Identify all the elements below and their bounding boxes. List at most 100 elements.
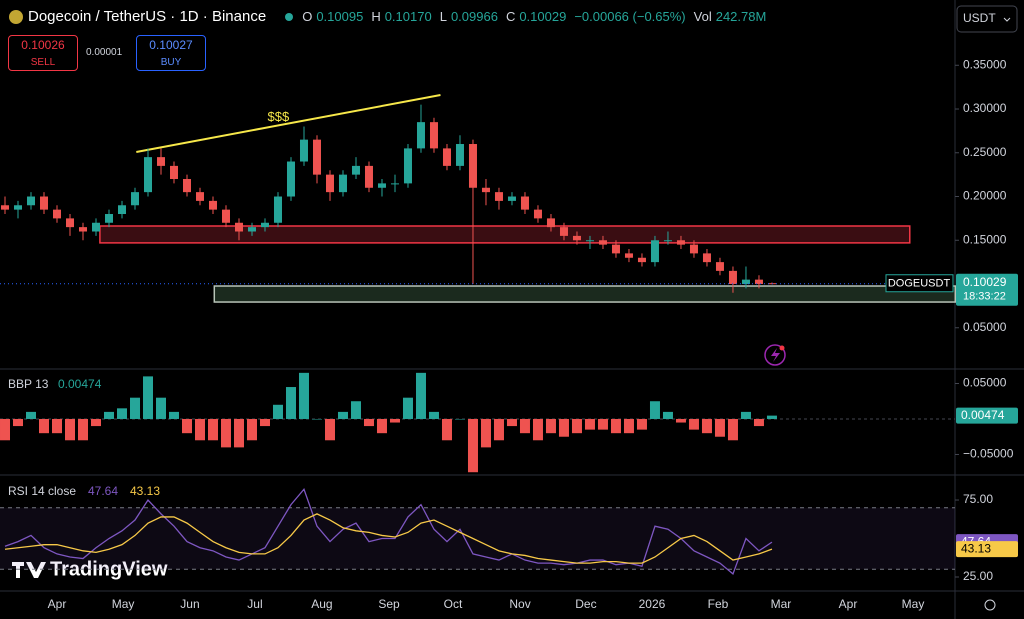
candle-body xyxy=(676,240,685,245)
candle-body xyxy=(312,139,321,175)
bar xyxy=(350,401,361,419)
status-dot xyxy=(285,12,294,21)
price-tag: 0.10029 xyxy=(963,275,1007,289)
x-tick-label: Mar xyxy=(771,597,792,611)
candle-body xyxy=(156,157,165,166)
candle-body xyxy=(572,235,581,241)
candle-body xyxy=(598,240,607,245)
bar xyxy=(454,418,465,420)
bar xyxy=(558,418,569,437)
value-tag: 0.00474 xyxy=(961,408,1005,422)
ohlc-key: H xyxy=(371,9,381,24)
candle-body xyxy=(79,227,88,232)
bar xyxy=(259,418,270,427)
logo-text: TradingView xyxy=(50,558,168,580)
currency-text: USDT xyxy=(963,11,996,25)
candle-body xyxy=(715,262,724,271)
bar xyxy=(610,418,621,434)
sell-price: 0.10026 xyxy=(21,38,65,52)
currency-select[interactable] xyxy=(956,5,1018,33)
trendline-label: $$$ xyxy=(268,109,290,124)
candle-body xyxy=(403,148,412,184)
bar xyxy=(376,418,387,434)
candle-body xyxy=(741,279,750,285)
bar xyxy=(272,404,283,419)
candle-body xyxy=(66,218,75,228)
ohlc-key: L xyxy=(439,9,447,24)
bar xyxy=(65,418,76,441)
ohlc-value: 0.10095 xyxy=(316,9,364,24)
x-tick-label: Aug xyxy=(311,597,332,611)
candle-body xyxy=(325,174,334,193)
candle-body xyxy=(637,257,646,263)
bar xyxy=(480,418,491,448)
bar xyxy=(506,418,517,427)
candle-body xyxy=(429,122,438,149)
ohlc-key: C xyxy=(505,9,516,24)
candle-body xyxy=(27,196,36,206)
settings-icon[interactable] xyxy=(984,599,996,611)
candle-body xyxy=(104,214,113,223)
candle-body xyxy=(416,122,425,149)
bar xyxy=(207,418,218,441)
candle-body xyxy=(611,244,620,254)
symbol-tag: DOGEUSDT xyxy=(888,278,951,290)
symbol: Dogecoin / TetherUS · 1D · Binance xyxy=(28,8,267,25)
x-tick-label: May xyxy=(902,597,925,611)
candle-body xyxy=(364,165,373,188)
bar xyxy=(766,415,777,419)
y-tick-label: 0.05000 xyxy=(963,320,1007,334)
x-tick-label: Apr xyxy=(48,597,67,611)
bar xyxy=(13,418,24,427)
bar xyxy=(402,397,413,419)
y-tick-label: 0.20000 xyxy=(963,189,1007,203)
zone xyxy=(213,285,957,303)
logo-icon xyxy=(12,562,46,578)
buy-button[interactable]: 0.10027 BUY xyxy=(136,35,206,71)
candle-body xyxy=(533,209,542,219)
candle-body xyxy=(390,183,399,185)
bar xyxy=(78,418,89,441)
coin-icon xyxy=(9,9,23,24)
header: Dogecoin / TetherUS · 1D · Binance O 0.10… xyxy=(8,8,770,25)
candle-body xyxy=(53,209,62,219)
x-tick-label: Nov xyxy=(509,597,530,611)
bar xyxy=(636,418,647,430)
pane-title: BBP 13 xyxy=(8,377,49,391)
candle-body xyxy=(481,187,490,193)
bar xyxy=(753,418,764,427)
bar xyxy=(103,411,114,419)
candle-body xyxy=(92,222,101,232)
candle-body xyxy=(546,218,555,228)
line xyxy=(4,487,773,576)
candle-body xyxy=(559,227,568,236)
bar xyxy=(246,418,257,441)
pane-title: RSI 14 close xyxy=(8,484,76,498)
bar xyxy=(714,418,725,437)
ohlc-value: 0.10170 xyxy=(384,9,432,24)
candle-body xyxy=(117,205,126,215)
symbol-tag-bg xyxy=(885,274,954,293)
line xyxy=(4,513,773,564)
countdown: 18:33:22 xyxy=(963,291,1006,303)
bar xyxy=(285,387,296,419)
legend-value: 43.13 xyxy=(130,484,160,498)
vol-value: 242.78M xyxy=(715,9,767,24)
candle-body xyxy=(351,165,360,175)
candle-body xyxy=(208,200,217,210)
candle-body xyxy=(143,157,152,193)
bar xyxy=(311,418,322,420)
candle-body xyxy=(234,222,243,232)
bar xyxy=(194,418,205,441)
alert-icon[interactable] xyxy=(764,344,786,366)
candle-body xyxy=(663,240,672,242)
bar xyxy=(155,397,166,419)
zone xyxy=(99,225,911,244)
bar xyxy=(233,418,244,448)
ohlc-key: O xyxy=(302,9,313,24)
x-tick-label: 2026 xyxy=(639,597,666,611)
bar xyxy=(0,418,11,441)
bar xyxy=(545,418,556,434)
sell-button[interactable]: 0.10026 SELL xyxy=(8,35,78,71)
